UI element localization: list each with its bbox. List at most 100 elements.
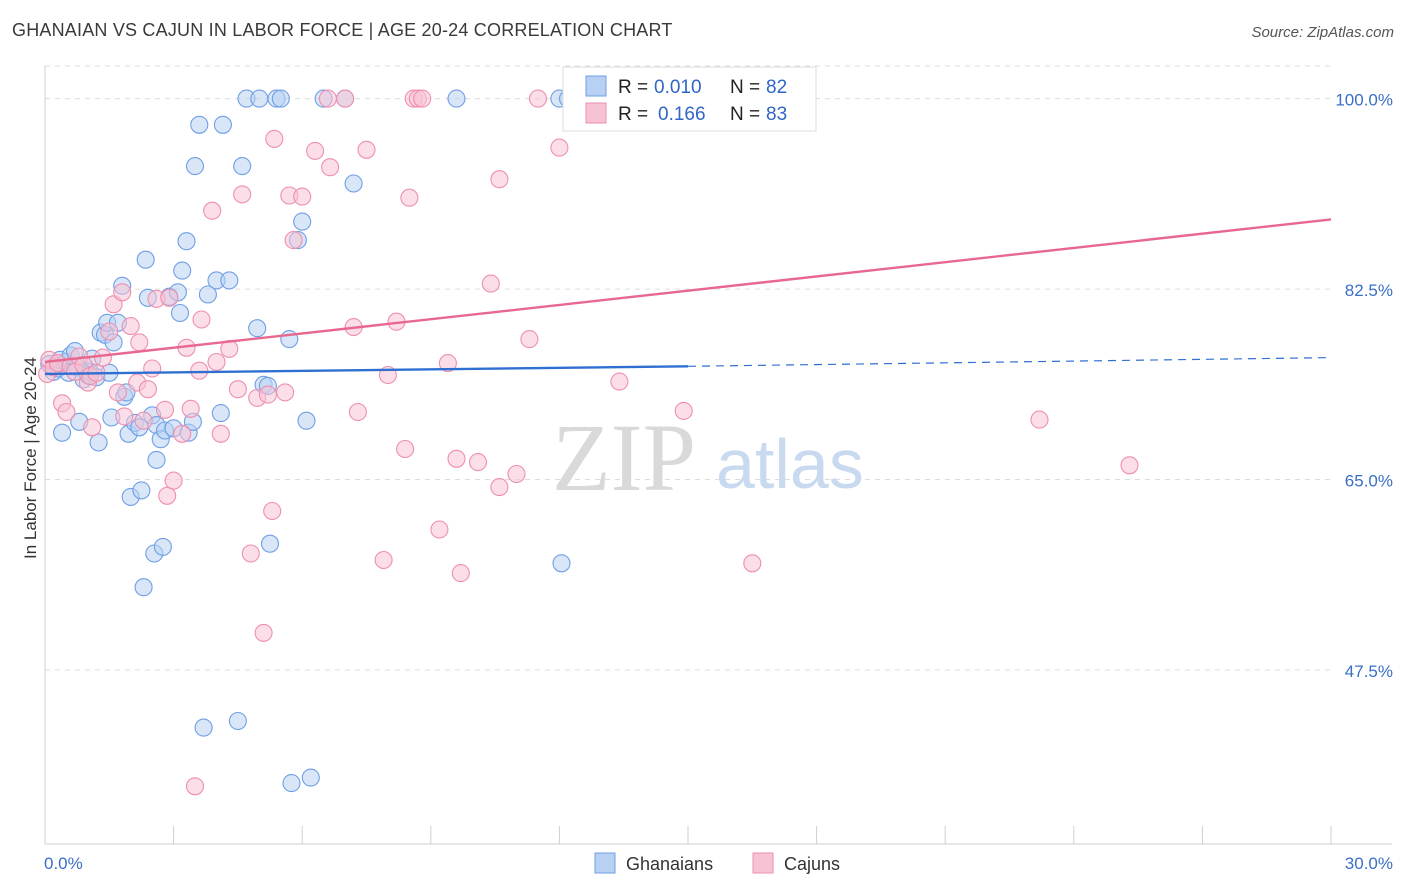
legend-r-value-1: 0.010 bbox=[654, 77, 702, 98]
cajuns-point bbox=[490, 170, 509, 189]
ghanaians-point bbox=[147, 450, 166, 469]
legend-r-label-2: R = bbox=[618, 104, 648, 125]
ghanaians-point bbox=[173, 261, 192, 280]
watermark-atlas: atlas bbox=[716, 425, 864, 503]
cajuns-point bbox=[115, 407, 134, 426]
cajuns-point bbox=[164, 471, 183, 490]
x-tick-label-min: 0.0% bbox=[44, 854, 83, 873]
legend-n-label-2: N = bbox=[730, 104, 760, 125]
y-tick-label: 100.0% bbox=[1335, 91, 1393, 110]
ghanaians-point bbox=[250, 89, 269, 108]
series-legend: Ghanaians Cajuns bbox=[594, 852, 840, 874]
cajuns-point bbox=[181, 399, 200, 418]
ghanaians-point bbox=[297, 411, 316, 430]
legend-ghanaians-swatch bbox=[594, 852, 616, 874]
axes bbox=[44, 66, 1392, 845]
cajuns-point bbox=[93, 348, 112, 367]
cajuns-point bbox=[233, 185, 252, 204]
cajuns-points bbox=[38, 89, 1139, 796]
cajuns-point bbox=[481, 274, 500, 293]
ghanaians-trend-solid bbox=[44, 365, 689, 376]
cajuns-point bbox=[241, 544, 260, 563]
ghanaians-point bbox=[132, 481, 151, 500]
ghanaians-point bbox=[344, 174, 363, 193]
cajuns-point bbox=[357, 140, 376, 159]
ghanaians-point bbox=[198, 285, 217, 304]
cajuns-trend-line bbox=[44, 218, 1332, 364]
cajuns-point bbox=[451, 564, 470, 583]
cajuns-point bbox=[528, 89, 548, 108]
cajuns-point bbox=[207, 352, 226, 372]
cajuns-point bbox=[490, 478, 509, 497]
cajuns-point bbox=[121, 317, 140, 336]
cajuns-swatch bbox=[585, 102, 607, 124]
legend-n-value-2: 83 bbox=[766, 104, 787, 125]
cajuns-point bbox=[134, 411, 153, 430]
y-tick-label: 47.5% bbox=[1345, 662, 1393, 681]
cajuns-point bbox=[203, 201, 222, 220]
y-tick-label: 82.5% bbox=[1345, 281, 1393, 300]
cajuns-point bbox=[211, 424, 230, 443]
cajuns-point bbox=[83, 418, 102, 437]
cajuns-point bbox=[743, 554, 762, 573]
cajuns-point bbox=[155, 400, 175, 419]
cajuns-point bbox=[173, 424, 192, 443]
ghanaians-point bbox=[233, 157, 252, 176]
ghanaians-point bbox=[293, 212, 312, 231]
cajuns-point bbox=[1120, 456, 1139, 475]
cajuns-point bbox=[160, 288, 179, 307]
legend-r-label-1: R = bbox=[618, 77, 648, 98]
cajuns-point bbox=[113, 283, 132, 302]
legend-n-value-1: 82 bbox=[766, 77, 787, 98]
cajuns-point bbox=[263, 501, 282, 521]
ghanaians-point bbox=[301, 768, 320, 787]
ghanaians-point bbox=[136, 250, 155, 269]
cajuns-point bbox=[413, 89, 432, 108]
cajuns-point bbox=[258, 385, 277, 404]
cajuns-point bbox=[293, 187, 312, 206]
ghanaians-point bbox=[134, 578, 153, 597]
cajuns-point bbox=[674, 401, 693, 420]
ghanaians-point bbox=[552, 554, 571, 573]
cajuns-point bbox=[108, 383, 127, 402]
cajuns-point bbox=[447, 449, 466, 468]
ghanaians-point bbox=[260, 534, 280, 553]
legend-ghanaians-label: Ghanaians bbox=[626, 854, 713, 874]
ghanaians-point bbox=[170, 303, 190, 323]
cajuns-point bbox=[610, 372, 629, 391]
cajuns-point bbox=[507, 464, 526, 484]
ghanaians-point bbox=[53, 423, 72, 442]
y-axis-label: In Labor Force | Age 20-24 bbox=[21, 357, 40, 559]
ghanaians-point bbox=[177, 232, 196, 251]
cajuns-point bbox=[430, 520, 449, 539]
cajuns-point bbox=[306, 141, 325, 160]
ghanaians-point bbox=[213, 115, 232, 134]
cajuns-point bbox=[265, 129, 284, 148]
ghanaians-point bbox=[271, 89, 290, 108]
ghanaians-trend-dashed bbox=[687, 357, 1332, 367]
x-tick-label-max: 30.0% bbox=[1345, 854, 1393, 873]
cajuns-point bbox=[254, 623, 273, 642]
ghanaians-point bbox=[228, 711, 247, 731]
watermark: ZIP atlas bbox=[552, 404, 864, 511]
ghanaians-point bbox=[190, 115, 209, 134]
ghanaians-point bbox=[220, 271, 239, 290]
cajuns-point bbox=[336, 89, 355, 108]
legend-n-label-1: N = bbox=[730, 77, 760, 98]
cajuns-point bbox=[100, 322, 119, 341]
cajuns-point bbox=[348, 402, 367, 422]
legend-cajuns-label: Cajuns bbox=[784, 854, 840, 874]
cajuns-point bbox=[400, 188, 419, 207]
ghanaians-point bbox=[194, 718, 213, 737]
ghanaians-point bbox=[248, 319, 267, 338]
cajuns-point bbox=[321, 158, 340, 177]
source-label: Source: ZipAtlas.com bbox=[1251, 24, 1394, 41]
legend-r-value-2: 0.166 bbox=[658, 104, 706, 125]
cajuns-point bbox=[374, 550, 393, 570]
chart-title: GHANAIAN VS CAJUN IN LABOR FORCE | AGE 2… bbox=[12, 20, 673, 40]
ghanaians-point bbox=[153, 537, 172, 556]
cajuns-point bbox=[57, 402, 76, 422]
cajuns-point bbox=[396, 439, 415, 459]
stats-legend: R = 0.010 N = 82 R = 0.166 N = 83 bbox=[562, 66, 817, 132]
y-tick-label: 65.0% bbox=[1345, 471, 1393, 490]
